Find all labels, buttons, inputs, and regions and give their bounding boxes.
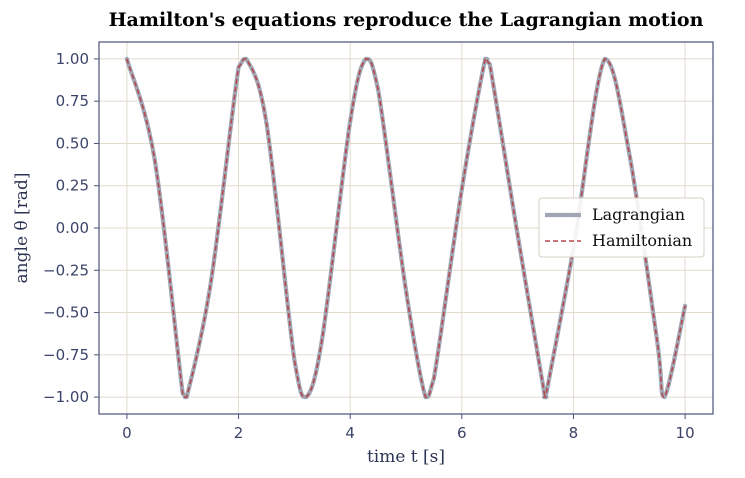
series-line-hamiltonian — [126, 58, 686, 398]
y-tick-label: −1.00 — [43, 388, 89, 406]
legend-label-lagrangian: Lagrangian — [592, 205, 685, 224]
legend-box — [538, 197, 705, 258]
x-axis-ticks: 0 2 4 6 8 10 — [122, 414, 695, 442]
x-tick-label: 0 — [122, 424, 132, 442]
y-tick-label: 0.25 — [56, 177, 89, 195]
x-tick-label: 6 — [457, 424, 467, 442]
y-tick-label: 0.50 — [56, 134, 89, 152]
chart-title: Hamilton's equations reproduce the Lagra… — [109, 9, 704, 31]
y-tick-label: −0.75 — [43, 346, 89, 364]
y-tick-label: 0.00 — [56, 219, 89, 237]
y-axis-ticks: 1.00 0.75 0.50 0.25 0.00 −0.25 −0.50 −0.75 −1.00 — [43, 50, 99, 406]
series-lines — [124, 56, 688, 400]
x-tick-label: 4 — [345, 424, 355, 442]
y-tick-label: −0.25 — [43, 261, 89, 279]
x-tick-label: 8 — [569, 424, 579, 442]
x-tick-label: 10 — [676, 424, 695, 442]
y-tick-label: 0.75 — [56, 92, 89, 110]
legend: Lagrangian Hamiltonian — [538, 197, 705, 258]
grid — [99, 42, 713, 414]
y-tick-label: −0.50 — [43, 304, 89, 322]
legend-label-hamiltonian: Hamiltonian — [592, 231, 692, 250]
y-axis-label: angle θ [rad] — [12, 173, 32, 284]
x-axis-label: time t [s] — [367, 447, 445, 467]
x-tick-label: 2 — [234, 424, 244, 442]
y-tick-label: 1.00 — [56, 50, 89, 68]
